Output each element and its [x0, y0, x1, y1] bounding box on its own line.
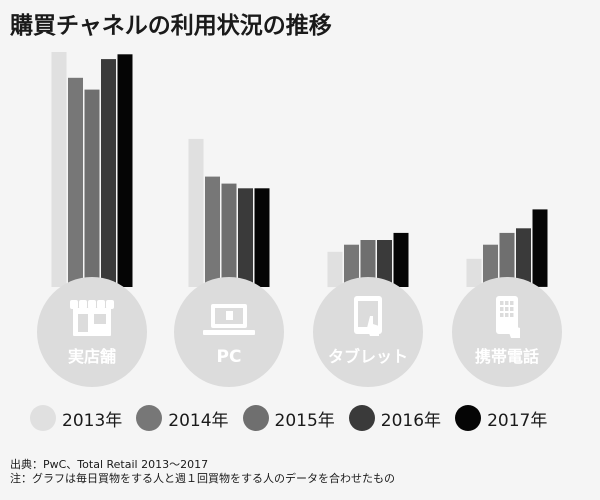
legend: 2013年 2014年 2015年 2016年 2017年: [30, 405, 561, 431]
legend-item-1: 2014年: [136, 405, 229, 431]
bar-2-3: [377, 240, 392, 287]
category-label-1: PC: [217, 347, 242, 367]
bar-1-0: [188, 138, 204, 287]
smartphone-icon: [496, 296, 520, 338]
notes: 出典：PwC、Total Retail 2013〜2017 注：グラフは毎日買物…: [10, 458, 395, 486]
bar-3-2: [499, 232, 515, 287]
legend-label-4: 2017年: [487, 410, 548, 431]
category-label-2: タブレット: [328, 347, 408, 366]
legend-label-0: 2013年: [62, 410, 123, 431]
legend-label-1: 2014年: [168, 410, 229, 431]
source-note: 出典：PwC、Total Retail 2013〜2017: [10, 458, 209, 471]
bar-1-2: [221, 183, 237, 287]
tablet-icon: [354, 296, 382, 336]
legend-label-3: 2016年: [380, 410, 442, 431]
bar-0-1: [68, 77, 83, 287]
bar-0-2: [84, 89, 100, 287]
bars-layer: [51, 52, 548, 288]
legend-item-0: 2013年: [30, 405, 122, 431]
bar-0-0: [51, 52, 67, 287]
laptop-icon: [203, 304, 255, 335]
bar-0-4: [117, 54, 133, 287]
bar-0-3: [101, 59, 116, 287]
bar-2-1: [344, 244, 359, 287]
category-label-3: 携帯電話: [475, 347, 539, 366]
legend-item-3: 2016年: [348, 405, 442, 431]
bar-2-0: [327, 251, 343, 288]
legend-swatch-2: [242, 405, 269, 431]
bar-3-4: [532, 209, 548, 287]
chart-title: 購買チャネルの利用状況の推移: [10, 13, 332, 39]
bar-2-2: [360, 240, 376, 287]
legend-swatch-0: [30, 405, 56, 431]
footnote: 注：グラフは毎日買物をする人と週１回買物をする人のデータを合わせたもの: [10, 472, 395, 485]
chart-plot-area: 実店舗 PC タブレット 携帯電話: [37, 52, 562, 387]
bar-3-1: [483, 244, 498, 287]
legend-swatch-1: [136, 405, 163, 431]
bar-1-1: [205, 176, 220, 287]
legend-swatch-4: [455, 405, 482, 431]
category-label-0: 実店舗: [68, 347, 116, 366]
bar-3-0: [466, 258, 482, 287]
legend-item-4: 2017年: [455, 405, 547, 431]
bar-3-3: [516, 228, 531, 288]
bar-2-4: [393, 232, 409, 287]
legend-item-2: 2015年: [242, 405, 335, 431]
bar-1-3: [238, 188, 253, 287]
category-icons-layer: 実店舗 PC タブレット 携帯電話: [37, 277, 562, 387]
category-badges: [37, 277, 562, 387]
bar-1-4: [254, 188, 270, 287]
store-icon: [70, 300, 114, 336]
legend-label-2: 2015年: [274, 410, 335, 431]
legend-swatch-3: [348, 405, 375, 431]
